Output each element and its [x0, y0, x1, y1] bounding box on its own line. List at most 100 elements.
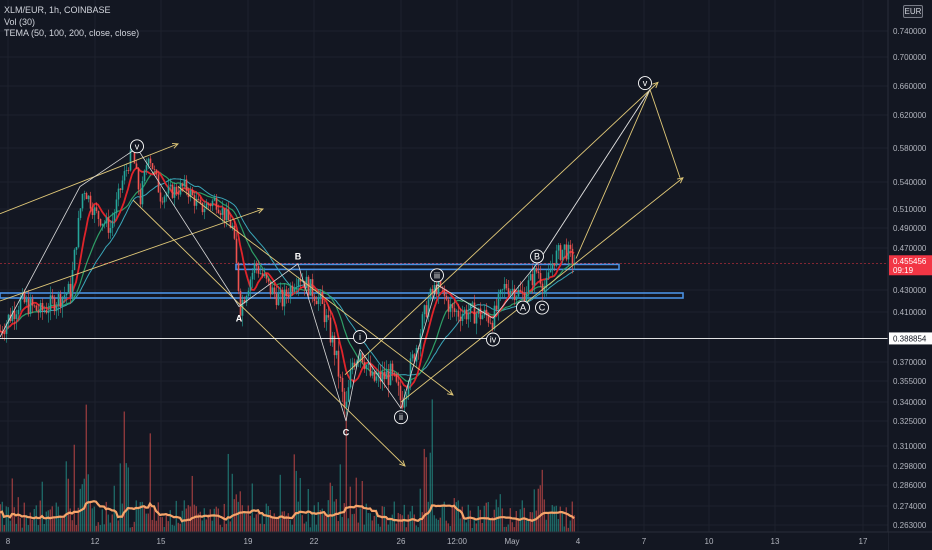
time-tick-label: 17: [859, 537, 868, 546]
volume-bar: [289, 520, 291, 532]
volume-bar: [409, 511, 411, 532]
volume-bar: [5, 506, 7, 532]
volume-bar: [263, 524, 265, 532]
candle-body: [219, 213, 222, 215]
volume-bar: [403, 504, 405, 532]
candle-body: [331, 335, 334, 343]
candle-body: [381, 371, 384, 382]
candle-body: [23, 292, 26, 303]
candle-body: [67, 283, 70, 294]
candle-body: [359, 353, 362, 361]
volume-bar: [285, 515, 287, 532]
candle-body: [513, 288, 516, 301]
candle-body: [361, 353, 364, 362]
candle-body: [159, 192, 162, 202]
candle-body: [213, 197, 216, 201]
volume-bar: [149, 433, 151, 532]
volume-bar: [163, 526, 165, 532]
volume-bar: [479, 509, 481, 532]
candle-body: [503, 283, 506, 290]
candle-body: [409, 358, 412, 384]
volume-bar: [9, 520, 11, 532]
candle-body: [71, 270, 74, 297]
volume-bar: [203, 508, 205, 532]
volume-bar: [297, 501, 299, 532]
volume-bar: [495, 499, 497, 532]
candle-body: [505, 283, 508, 289]
candle-body: [321, 292, 324, 305]
tema-indicator-label[interactable]: TEMA (50, 100, 200, close, close): [4, 28, 140, 38]
lower-support-zone: [0, 292, 684, 299]
candle-body: [99, 219, 102, 226]
time-tick-label: 8: [6, 537, 11, 546]
volume-bar: [333, 501, 335, 532]
volume-bar: [373, 515, 375, 532]
volume-bar: [329, 482, 331, 532]
volume-bar: [225, 523, 227, 532]
price-axis[interactable]: 0.740000 0.700000 0.660000 0.620000 0.580000…: [887, 0, 932, 550]
candle-body: [91, 208, 94, 216]
volume-bar: [219, 524, 221, 532]
candle-body: [237, 262, 240, 291]
candle-body: [289, 285, 292, 298]
volume-bar: [47, 510, 49, 532]
candle-body: [223, 208, 226, 221]
candle-body: [185, 179, 188, 191]
candle-body: [407, 383, 410, 395]
candle-body: [469, 303, 472, 313]
volume-bar: [391, 514, 393, 532]
candle-body: [73, 249, 76, 271]
volume-bar: [107, 514, 109, 532]
candle-body: [481, 315, 484, 320]
upper-channel-line: [0, 143, 179, 215]
candle-body: [69, 283, 72, 297]
volume-bars: [0, 399, 575, 532]
volume-bar: [427, 501, 429, 532]
volume-bar: [11, 478, 13, 532]
time-axis[interactable]: 8 12 15 19 22 26 12:00 May 4 7 10 13 17: [0, 531, 932, 550]
candle-body: [229, 220, 232, 228]
candle-body: [83, 193, 86, 194]
candle-body: [251, 272, 254, 280]
rising-channel-lower-head: [677, 177, 684, 184]
volume-bar: [99, 524, 101, 532]
volume-bar: [135, 500, 137, 532]
candle-body: [447, 299, 450, 312]
volume-bar: [201, 520, 203, 532]
volume-bar: [323, 514, 325, 532]
currency-button[interactable]: EUR: [903, 5, 923, 18]
volume-bar: [469, 510, 471, 532]
volume-bar: [191, 475, 193, 532]
wave-drawings: [0, 81, 684, 467]
candle-body: [43, 310, 46, 311]
volume-bar: [567, 527, 569, 532]
volume-bar: [143, 507, 145, 532]
volume-bar: [245, 513, 247, 532]
volume-bar: [547, 514, 549, 532]
candle-body: [375, 376, 378, 381]
candle-body: [225, 209, 228, 221]
candle-body: [305, 276, 308, 289]
candle-body: [245, 295, 248, 303]
candle-body: [395, 374, 398, 382]
candle-body: [571, 248, 574, 265]
candle-body: [295, 286, 298, 289]
volume-bar: [103, 524, 105, 532]
volume-bar: [531, 512, 533, 532]
candle-body: [535, 268, 538, 272]
candle-body: [455, 310, 458, 312]
volume-bar: [213, 508, 215, 532]
volume-bar: [151, 519, 153, 532]
volume-bar: [557, 518, 559, 532]
volume-indicator-label[interactable]: Vol (30): [4, 17, 36, 27]
volume-bar: [249, 515, 251, 532]
candle-body: [5, 323, 8, 334]
volume-bar: [505, 526, 507, 532]
candle-body: [487, 315, 490, 323]
symbol-title[interactable]: XLM/EUR, 1h, COINBASE: [4, 5, 111, 15]
candle-body: [391, 363, 394, 373]
volume-bar: [457, 500, 459, 532]
volume-bar: [43, 523, 45, 532]
candle-body: [127, 170, 130, 171]
